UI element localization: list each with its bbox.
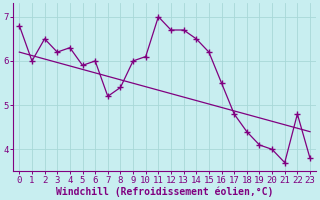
X-axis label: Windchill (Refroidissement éolien,°C): Windchill (Refroidissement éolien,°C) <box>56 186 273 197</box>
